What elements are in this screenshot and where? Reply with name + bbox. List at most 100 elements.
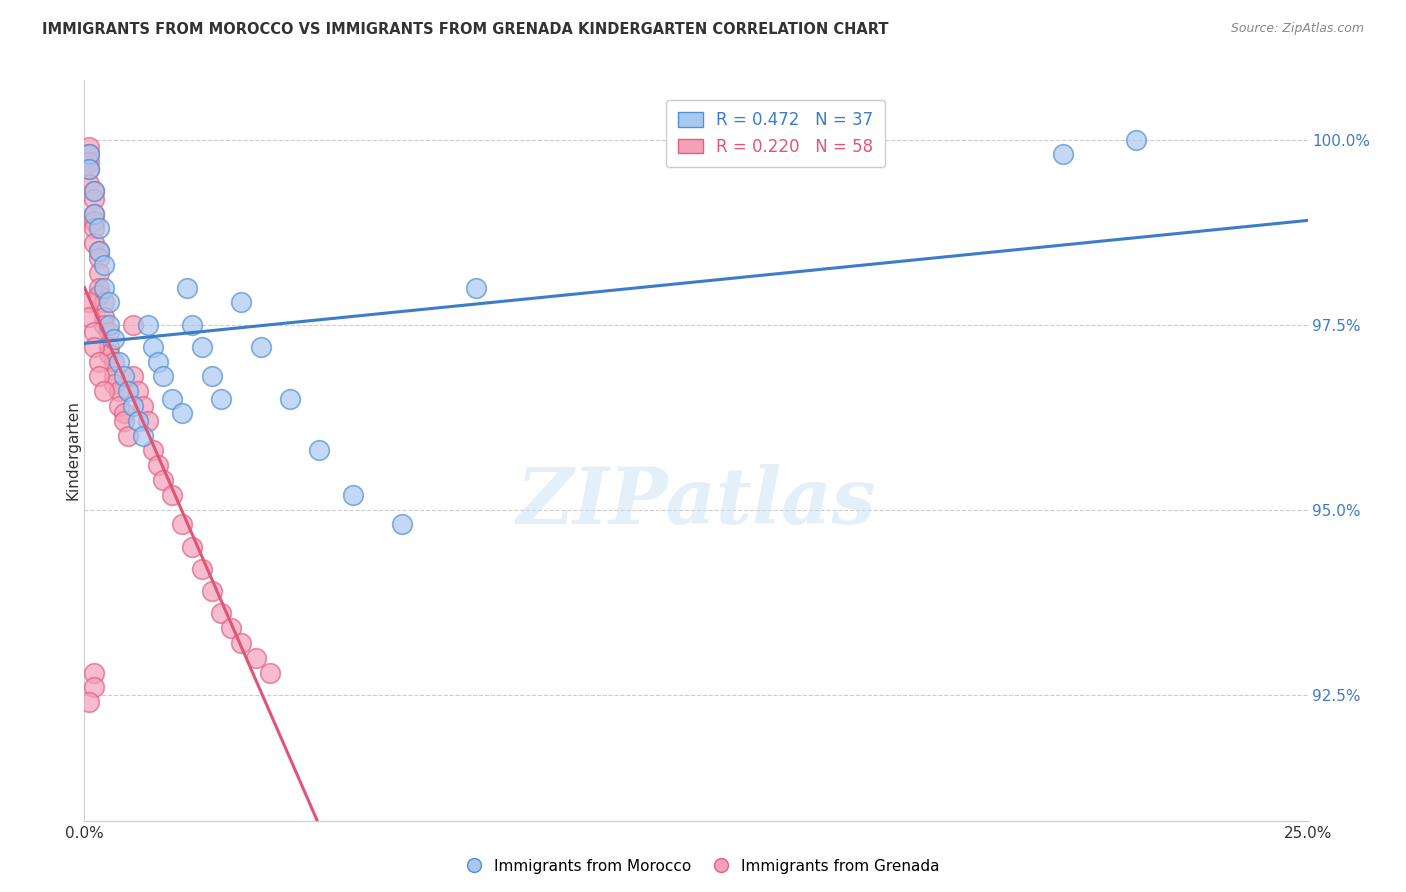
Point <box>83 192 105 206</box>
Point <box>245 650 267 665</box>
Point <box>122 318 145 332</box>
Legend: R = 0.472   N = 37, R = 0.220   N = 58: R = 0.472 N = 37, R = 0.220 N = 58 <box>666 100 884 168</box>
Point <box>97 295 120 310</box>
Point <box>391 517 413 532</box>
Point <box>176 280 198 294</box>
Point <box>87 266 110 280</box>
Point <box>127 384 149 399</box>
Point <box>87 244 110 258</box>
Point <box>77 177 100 191</box>
Point <box>93 318 115 332</box>
Point <box>87 221 110 235</box>
Point <box>136 414 159 428</box>
Point <box>107 399 129 413</box>
Point <box>77 162 100 177</box>
Point <box>97 318 120 332</box>
Point <box>112 414 135 428</box>
Point <box>229 636 252 650</box>
Point <box>191 340 214 354</box>
Point <box>219 621 242 635</box>
Legend: Immigrants from Morocco, Immigrants from Grenada: Immigrants from Morocco, Immigrants from… <box>460 853 946 880</box>
Point <box>1052 147 1074 161</box>
Point <box>103 354 125 368</box>
Point <box>77 310 100 325</box>
Text: IMMIGRANTS FROM MOROCCO VS IMMIGRANTS FROM GRENADA KINDERGARTEN CORRELATION CHAR: IMMIGRANTS FROM MOROCCO VS IMMIGRANTS FR… <box>42 22 889 37</box>
Point <box>87 288 110 302</box>
Point <box>162 488 184 502</box>
Point <box>93 280 115 294</box>
Point <box>83 340 105 354</box>
Point <box>249 340 271 354</box>
Point <box>117 384 139 399</box>
Point <box>87 354 110 368</box>
Point <box>83 325 105 339</box>
Point <box>83 206 105 220</box>
Point <box>83 185 105 199</box>
Point <box>112 407 135 421</box>
Point <box>146 458 169 473</box>
Point <box>112 369 135 384</box>
Point <box>152 473 174 487</box>
Point <box>97 347 120 361</box>
Point <box>87 251 110 265</box>
Point <box>93 259 115 273</box>
Point <box>132 399 155 413</box>
Point <box>122 399 145 413</box>
Point <box>142 443 165 458</box>
Point <box>209 607 232 621</box>
Point <box>83 214 105 228</box>
Point <box>172 407 194 421</box>
Point <box>107 384 129 399</box>
Point <box>77 147 100 161</box>
Point <box>83 236 105 251</box>
Point <box>83 665 105 680</box>
Point <box>107 354 129 368</box>
Point <box>172 517 194 532</box>
Y-axis label: Kindergarten: Kindergarten <box>66 401 80 500</box>
Point <box>200 369 222 384</box>
Point <box>97 340 120 354</box>
Point <box>103 333 125 347</box>
Point <box>259 665 281 680</box>
Point <box>200 584 222 599</box>
Point <box>93 384 115 399</box>
Point <box>103 369 125 384</box>
Point <box>464 280 486 294</box>
Point <box>132 428 155 442</box>
Point <box>97 325 120 339</box>
Point <box>308 443 330 458</box>
Point <box>77 147 100 161</box>
Point <box>87 244 110 258</box>
Point <box>93 295 115 310</box>
Point <box>278 392 301 406</box>
Point <box>229 295 252 310</box>
Point <box>142 340 165 354</box>
Point <box>77 140 100 154</box>
Point <box>77 162 100 177</box>
Point <box>103 376 125 391</box>
Point <box>77 295 100 310</box>
Point <box>93 310 115 325</box>
Point <box>77 154 100 169</box>
Point <box>83 185 105 199</box>
Point <box>342 488 364 502</box>
Text: Source: ZipAtlas.com: Source: ZipAtlas.com <box>1230 22 1364 36</box>
Point <box>181 540 204 554</box>
Point <box>146 354 169 368</box>
Point <box>117 428 139 442</box>
Point <box>191 562 214 576</box>
Point <box>87 280 110 294</box>
Text: ZIPatlas: ZIPatlas <box>516 464 876 541</box>
Point <box>83 681 105 695</box>
Point <box>83 206 105 220</box>
Point <box>162 392 184 406</box>
Point <box>87 369 110 384</box>
Point <box>122 369 145 384</box>
Point <box>1125 132 1147 146</box>
Point <box>152 369 174 384</box>
Point <box>209 392 232 406</box>
Point <box>83 221 105 235</box>
Point <box>77 695 100 709</box>
Point <box>127 414 149 428</box>
Point <box>136 318 159 332</box>
